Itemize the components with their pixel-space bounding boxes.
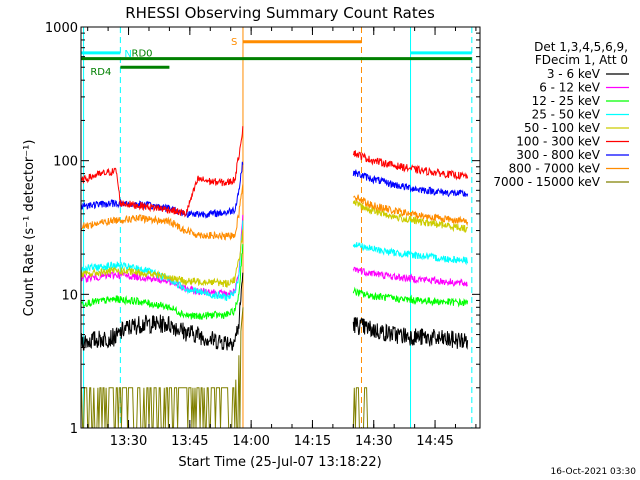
- legend-label-3-6-kev: 3 - 6 keV: [547, 67, 601, 81]
- legend-label-100-300-kev: 100 - 300 keV: [516, 135, 600, 149]
- y-tick-label-1: 1: [70, 422, 78, 437]
- series-800-7000-kev-segment-1: [81, 184, 244, 241]
- legend: Det 1,3,4,5,6,9, FDecim 1, Att 0 3 - 6 k…: [493, 40, 629, 189]
- x-tick-label-14-15: 14:15: [294, 434, 331, 449]
- legend-label-12-25-kev: 12 - 25 keV: [532, 94, 601, 108]
- legend-label-25-50-kev: 25 - 50 keV: [532, 108, 601, 122]
- series-12-25-kev-segment-2: [352, 286, 469, 308]
- series-7000-15000-kev-segment-1: [81, 307, 244, 428]
- state-label-s: S: [231, 37, 237, 48]
- y-tick-label-100: 100: [53, 155, 78, 170]
- y-axis-label: Count Rate (s⁻¹ detector⁻¹): [22, 140, 37, 317]
- series-300-800-kev-segment-2: [352, 169, 469, 198]
- x-axis-label: Start Time (25-Jul-07 13:18:22): [178, 455, 381, 470]
- state-label-rd0: RD0: [132, 49, 153, 60]
- series-100-300-kev-segment-1: [81, 126, 244, 218]
- annotation-layer: [81, 27, 473, 428]
- series-layer: [81, 126, 469, 428]
- legend-header-line-2: FDecim 1, Att 0: [535, 53, 628, 67]
- x-tick-label-14-30: 14:30: [355, 434, 392, 449]
- y-tick-label-1000: 1000: [45, 21, 78, 36]
- legend-label-50-100-kev: 50 - 100 keV: [524, 121, 601, 135]
- x-tick-label-14-45: 14:45: [416, 434, 453, 449]
- series-6-12-kev-segment-2: [352, 266, 468, 287]
- chart-title: RHESSI Observing Summary Count Rates: [125, 4, 435, 22]
- legend-label-7000-15000-kev: 7000 - 15000 keV: [493, 175, 600, 189]
- series-3-6-kev-segment-1: [81, 272, 244, 351]
- series-12-25-kev-segment-1: [81, 244, 244, 320]
- legend-header-line-1: Det 1,3,4,5,6,9,: [534, 40, 628, 54]
- x-tick-label-13-30: 13:30: [110, 434, 147, 449]
- legend-label-6-12-kev: 6 - 12 keV: [539, 81, 601, 95]
- axis-layer: N RD0 RD4 S 1 10 100 1000 13:30 13:45 14:00 14:15 14…: [45, 21, 480, 449]
- series-3-6-kev-segment-2: [352, 316, 469, 350]
- state-label-n: N: [124, 49, 131, 60]
- x-tick-label-13-45: 13:45: [171, 434, 208, 449]
- state-label-rd4: RD4: [90, 67, 111, 78]
- series-7000-15000-kev-segment-2: [352, 387, 370, 428]
- series-800-7000-kev-segment-2: [353, 194, 469, 227]
- legend-label-300-800-kev: 300 - 800 keV: [516, 148, 600, 162]
- x-tick-label-14-00: 14:00: [232, 434, 269, 449]
- plot-frame: [80, 26, 481, 429]
- footer-date: 16-Oct-2021 03:30: [551, 467, 637, 477]
- series-25-50-kev-segment-2: [352, 242, 469, 266]
- legend-label-800-7000-kev: 800 - 7000 keV: [509, 162, 601, 176]
- y-tick-label-10: 10: [61, 288, 78, 303]
- series-50-100-kev-segment-1: [81, 229, 244, 288]
- series-25-50-kev-segment-1: [81, 220, 244, 302]
- series-100-300-kev-segment-2: [352, 150, 469, 181]
